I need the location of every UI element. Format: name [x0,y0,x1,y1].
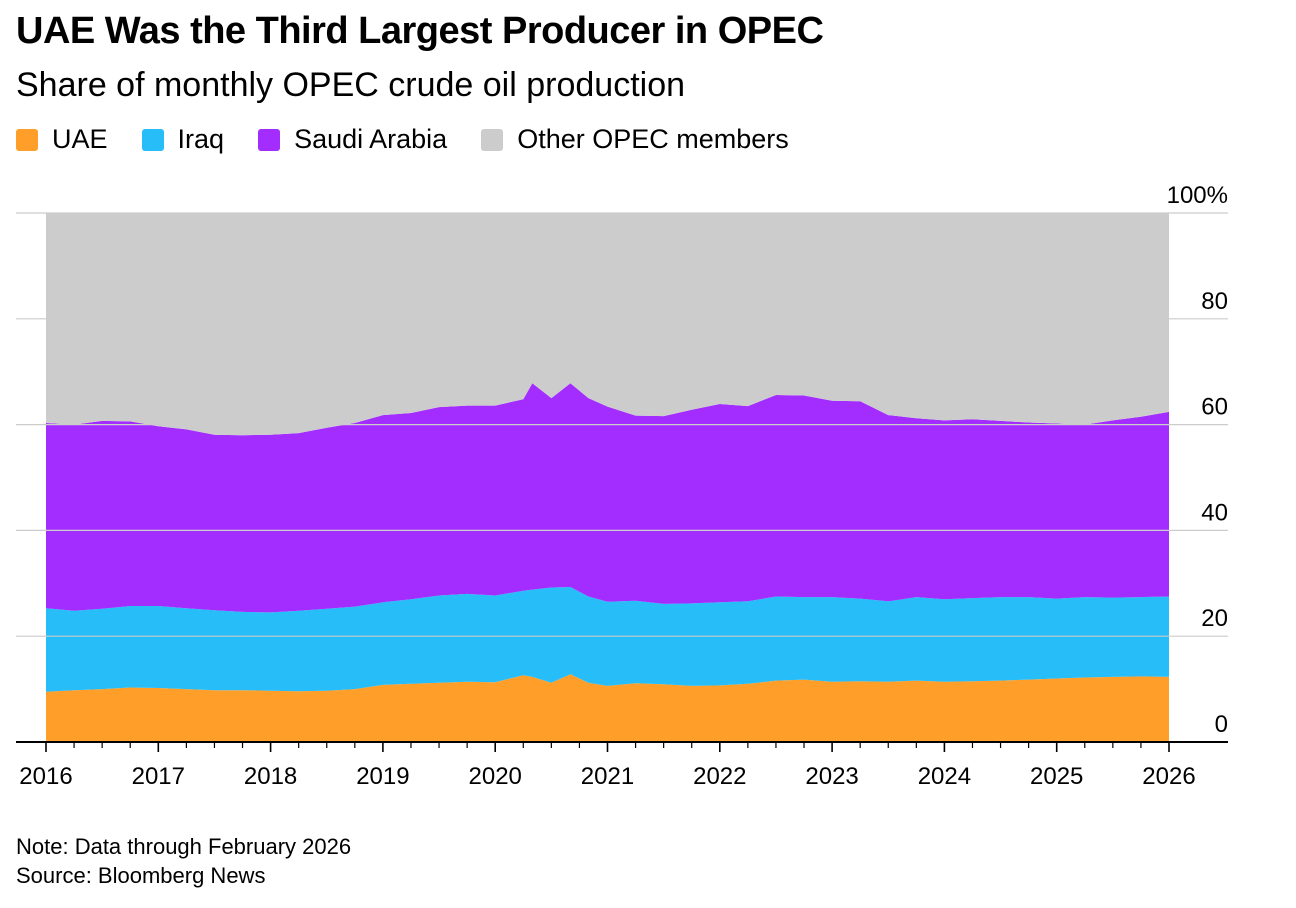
area-saudi-arabia [46,383,1169,613]
legend-swatch-uae [16,128,38,151]
area-uae [46,674,1169,742]
y-tick-label-60: 60 [1201,394,1228,421]
area-iraq [46,587,1169,692]
legend-label-saudi-arabia: Saudi Arabia [294,124,448,154]
y-tick-label-0: 0 [1215,711,1228,738]
x-tick-label-2016: 2016 [19,763,72,790]
x-tick-label-2017: 2017 [132,763,185,790]
footer-source: Source: Bloomberg News [16,863,266,888]
y-tick-label-80: 80 [1201,288,1228,315]
x-tick-label-2024: 2024 [918,763,971,790]
footer-note: Note: Data through February 2026 [16,834,352,859]
legend-item-saudi-arabia: Saudi Arabia [258,124,447,155]
x-tick-label-2026: 2026 [1142,763,1195,790]
x-tick-label-2018: 2018 [244,763,297,790]
legend-item-uae: UAE [16,124,108,155]
chart-title: UAE Was the Third Largest Producer in OP… [16,10,824,52]
x-tick-label-2025: 2025 [1030,763,1083,790]
legend: UAE Iraq Saudi Arabia Other OPEC members [16,124,823,155]
legend-item-iraq: Iraq [141,124,225,155]
y-tick-label-100: 100% [1167,182,1228,209]
legend-item-other-opec: Other OPEC members [481,124,789,155]
footer: Note: Data through February 2026 Source:… [16,832,351,890]
area-series-group [46,213,1169,742]
legend-label-other-opec: Other OPEC members [517,124,789,154]
x-tick-label-2023: 2023 [805,763,858,790]
legend-swatch-other-opec [481,128,504,151]
x-tick-label-2020: 2020 [469,763,522,790]
area-other-opec-members [46,213,1169,436]
y-tick-label-40: 40 [1201,499,1228,526]
x-tick-label-2021: 2021 [581,763,634,790]
y-tick-label-20: 20 [1201,605,1228,632]
x-axis: 2016 2017 2018 2019 2020 2021 2022 2023 2024 2025… [16,741,1228,790]
gridlines [16,212,1228,637]
legend-label-uae: UAE [52,124,108,154]
y-axis-tick-labels: 0 20 40 60 80 100% [1167,182,1228,738]
chart-subtitle: Share of monthly OPEC crude oil producti… [16,66,686,104]
legend-swatch-iraq [141,128,164,151]
x-tick-label-2019: 2019 [356,763,409,790]
legend-swatch-saudi-arabia [258,128,281,151]
x-tick-label-2022: 2022 [693,763,746,790]
legend-label-iraq: Iraq [177,124,225,154]
